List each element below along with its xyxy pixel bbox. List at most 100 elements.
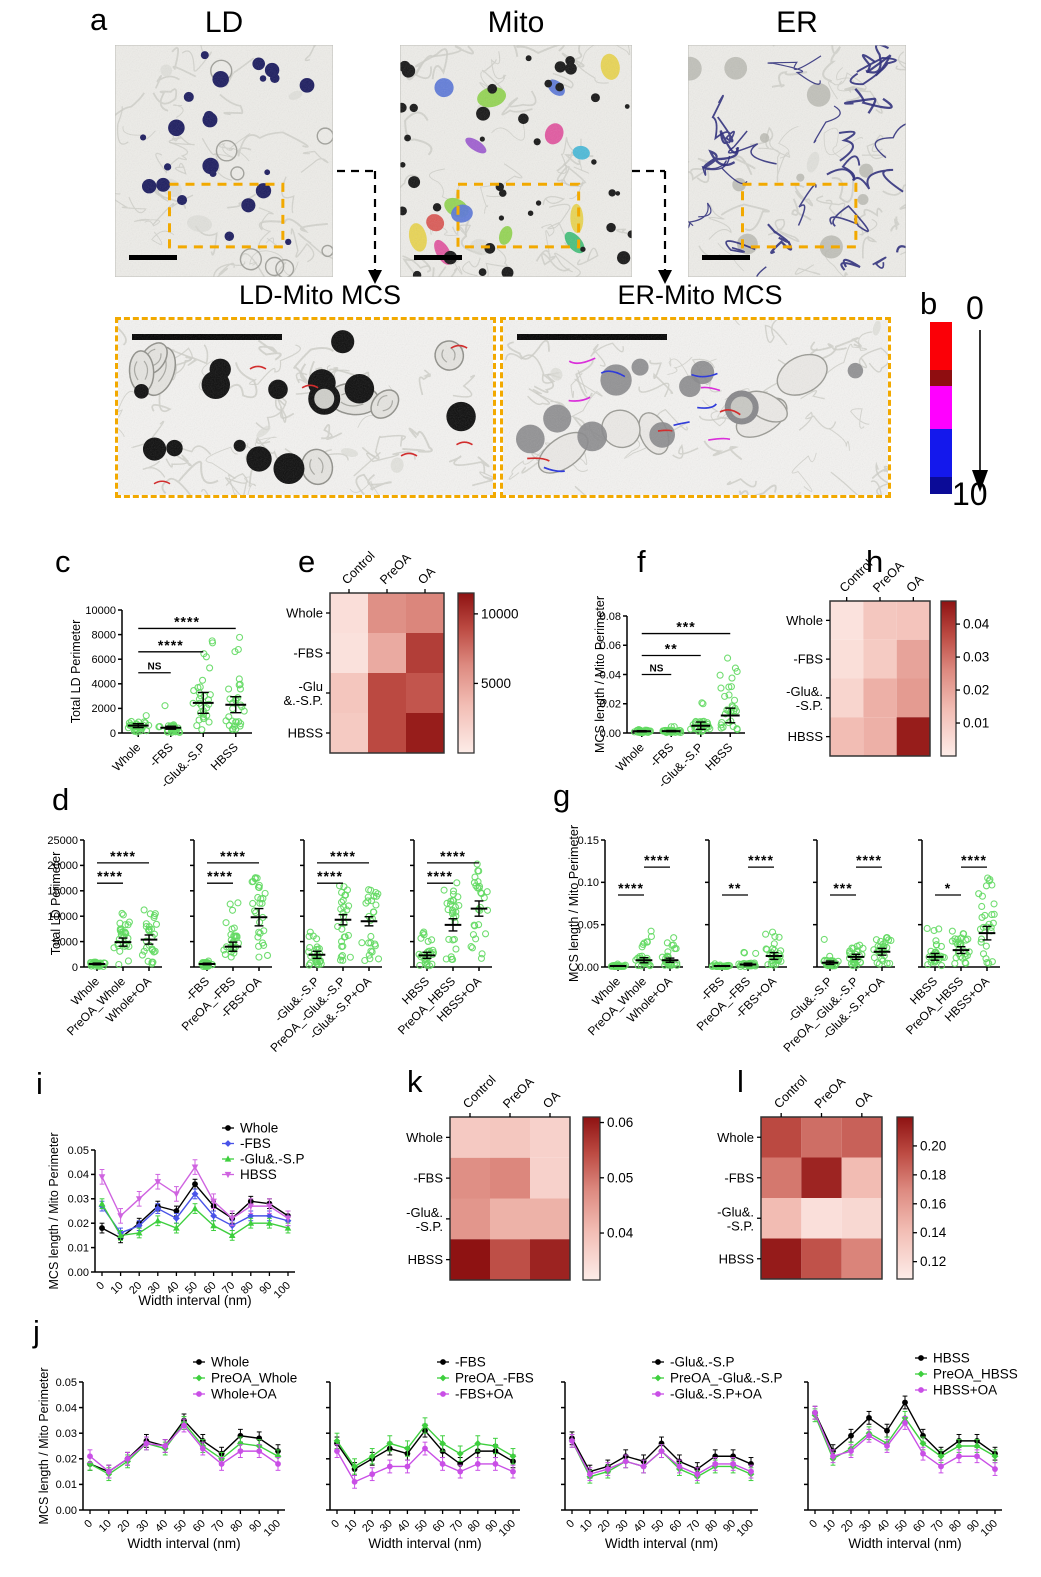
svg-text:HBSS: HBSS xyxy=(933,1351,970,1366)
svg-text:0: 0 xyxy=(564,1518,577,1531)
svg-text:Whole+OA: Whole+OA xyxy=(211,1387,277,1402)
svg-text:100: 100 xyxy=(497,1518,518,1539)
svg-text:PreOA_Whole: PreOA_Whole xyxy=(211,1371,297,1386)
svg-text:**: ** xyxy=(665,640,678,656)
colorbar-segment xyxy=(930,370,952,386)
svg-text:50: 50 xyxy=(413,1518,430,1535)
svg-text:Width interval (nm): Width interval (nm) xyxy=(848,1536,961,1551)
svg-text:***: *** xyxy=(676,619,695,635)
svg-text:-Glu&.: -Glu&. xyxy=(786,684,823,699)
svg-text:25000: 25000 xyxy=(47,835,78,847)
svg-text:0.02: 0.02 xyxy=(56,1454,77,1466)
panel-a-label: a xyxy=(90,2,108,37)
panel-g-label: g xyxy=(553,778,571,813)
svg-text:HBSS: HBSS xyxy=(719,1251,755,1266)
svg-text:0.04: 0.04 xyxy=(963,617,990,632)
svg-text:0.02: 0.02 xyxy=(600,699,621,711)
zoom-title-er-mito-mcs: ER-Mito MCS xyxy=(617,280,783,310)
panel-a-arrows xyxy=(337,169,672,284)
svg-text:10000: 10000 xyxy=(47,911,78,923)
svg-text:Whole: Whole xyxy=(786,613,823,628)
colorbar-direction-arrow xyxy=(972,330,988,492)
svg-text:10000: 10000 xyxy=(85,605,116,617)
svg-text:80: 80 xyxy=(228,1518,245,1535)
svg-text:HBSS+OA: HBSS+OA xyxy=(933,1383,997,1398)
svg-text:60: 60 xyxy=(431,1518,448,1535)
svg-text:MCS length / Mito Perimeter: MCS length / Mito Perimeter xyxy=(593,596,607,753)
svg-text:HBSS: HBSS xyxy=(208,740,241,773)
panel-e-label: e xyxy=(298,544,316,579)
svg-text:2000: 2000 xyxy=(92,703,116,715)
svg-text:Width interval (nm): Width interval (nm) xyxy=(605,1536,718,1551)
svg-text:0.02: 0.02 xyxy=(68,1218,89,1230)
em-image-mito xyxy=(400,45,632,277)
svg-text:10000: 10000 xyxy=(481,606,519,621)
svg-text:0.15: 0.15 xyxy=(578,835,599,847)
svg-text:OA: OA xyxy=(852,1088,875,1111)
svg-text:Control: Control xyxy=(771,1073,809,1111)
svg-text:Whole: Whole xyxy=(406,1130,443,1145)
svg-text:0.03: 0.03 xyxy=(963,650,989,665)
svg-text:0.00: 0.00 xyxy=(600,728,621,740)
panel-i-label: i xyxy=(36,1066,43,1101)
svg-text:70: 70 xyxy=(448,1518,465,1535)
svg-text:30: 30 xyxy=(614,1518,631,1535)
svg-text:OA: OA xyxy=(415,564,438,587)
em-micrograph xyxy=(400,45,632,277)
svg-text:Whole: Whole xyxy=(717,1130,754,1145)
svg-text:PreOA: PreOA xyxy=(377,550,414,587)
svg-text:-Glu&.-S.P+OA: -Glu&.-S.P+OA xyxy=(670,1387,762,1402)
svg-text:0.14: 0.14 xyxy=(920,1225,947,1240)
svg-text:0.02: 0.02 xyxy=(963,683,989,698)
svg-text:5000: 5000 xyxy=(54,936,78,948)
svg-text:20000: 20000 xyxy=(47,860,78,872)
panel-f-label: f xyxy=(637,544,646,579)
em-image-er-mito-mcs xyxy=(500,317,891,498)
line-plot-j2: 0 10 20 30 40 50 60 70 80 90100-FBSPreOA_-FBS-FBS… xyxy=(326,1355,534,1551)
svg-text:HBSS: HBSS xyxy=(788,729,824,744)
svg-text:MCS length / Mito Perimeter: MCS length / Mito Perimeter xyxy=(567,825,581,982)
em-image-ld xyxy=(115,45,333,277)
svg-text:-Glu&.: -Glu&. xyxy=(717,1204,754,1219)
svg-text:0.01: 0.01 xyxy=(963,716,989,731)
svg-text:0.01: 0.01 xyxy=(68,1242,89,1254)
svg-text:****: **** xyxy=(427,868,453,884)
svg-text:10: 10 xyxy=(109,1280,126,1297)
svg-text:10: 10 xyxy=(578,1518,595,1535)
svg-text:****: **** xyxy=(440,848,466,864)
svg-text:NS: NS xyxy=(148,662,162,673)
svg-text:Whole: Whole xyxy=(211,1355,249,1370)
svg-text:****: **** xyxy=(110,848,136,864)
svg-text:OA: OA xyxy=(540,1088,563,1111)
svg-text:0.04: 0.04 xyxy=(600,669,621,681)
svg-text:***: *** xyxy=(833,880,852,896)
svg-text:-FBS: -FBS xyxy=(293,646,323,661)
panel-h-label: h xyxy=(866,544,884,579)
panel-b-label: b xyxy=(920,286,938,321)
svg-text:20: 20 xyxy=(360,1518,377,1535)
svg-text:40: 40 xyxy=(395,1518,412,1535)
svg-text:****: **** xyxy=(158,637,184,653)
svg-text:100: 100 xyxy=(262,1518,283,1539)
svg-text:0: 0 xyxy=(807,1518,820,1531)
svg-text:0: 0 xyxy=(110,728,116,740)
svg-text:40: 40 xyxy=(875,1518,892,1535)
em-micrograph xyxy=(118,320,493,495)
svg-text:****: **** xyxy=(207,868,233,884)
svg-text:PreOA: PreOA xyxy=(812,1074,849,1111)
svg-text:*: * xyxy=(945,880,951,896)
line-plot-j4: 0 10 20 30 40 50 60 70 80 90100HBSSPreOA_HBSSHBSS… xyxy=(804,1351,1018,1551)
svg-text:10: 10 xyxy=(97,1518,114,1535)
svg-text:Control: Control xyxy=(460,1073,498,1111)
svg-text:Total LD Perimeter: Total LD Perimeter xyxy=(49,852,63,956)
svg-text:0.08: 0.08 xyxy=(600,611,621,623)
scatter-plot-d3: -Glu&.-S.PPreOA_-Glu&.-S.P-Glu&.-S.P+OA*… xyxy=(267,839,383,1055)
svg-text:-Glu: -Glu xyxy=(298,679,323,694)
svg-text:0.12: 0.12 xyxy=(920,1254,946,1269)
svg-text:****: **** xyxy=(961,852,987,868)
svg-text:4000: 4000 xyxy=(92,679,116,691)
line-plot-j1: 0.00 0.01 0.02 0.03 0.04 0.05 0 10 20 30 40 50 60 70 8… xyxy=(37,1355,297,1552)
svg-text:-S.P.: -S.P. xyxy=(416,1219,443,1234)
